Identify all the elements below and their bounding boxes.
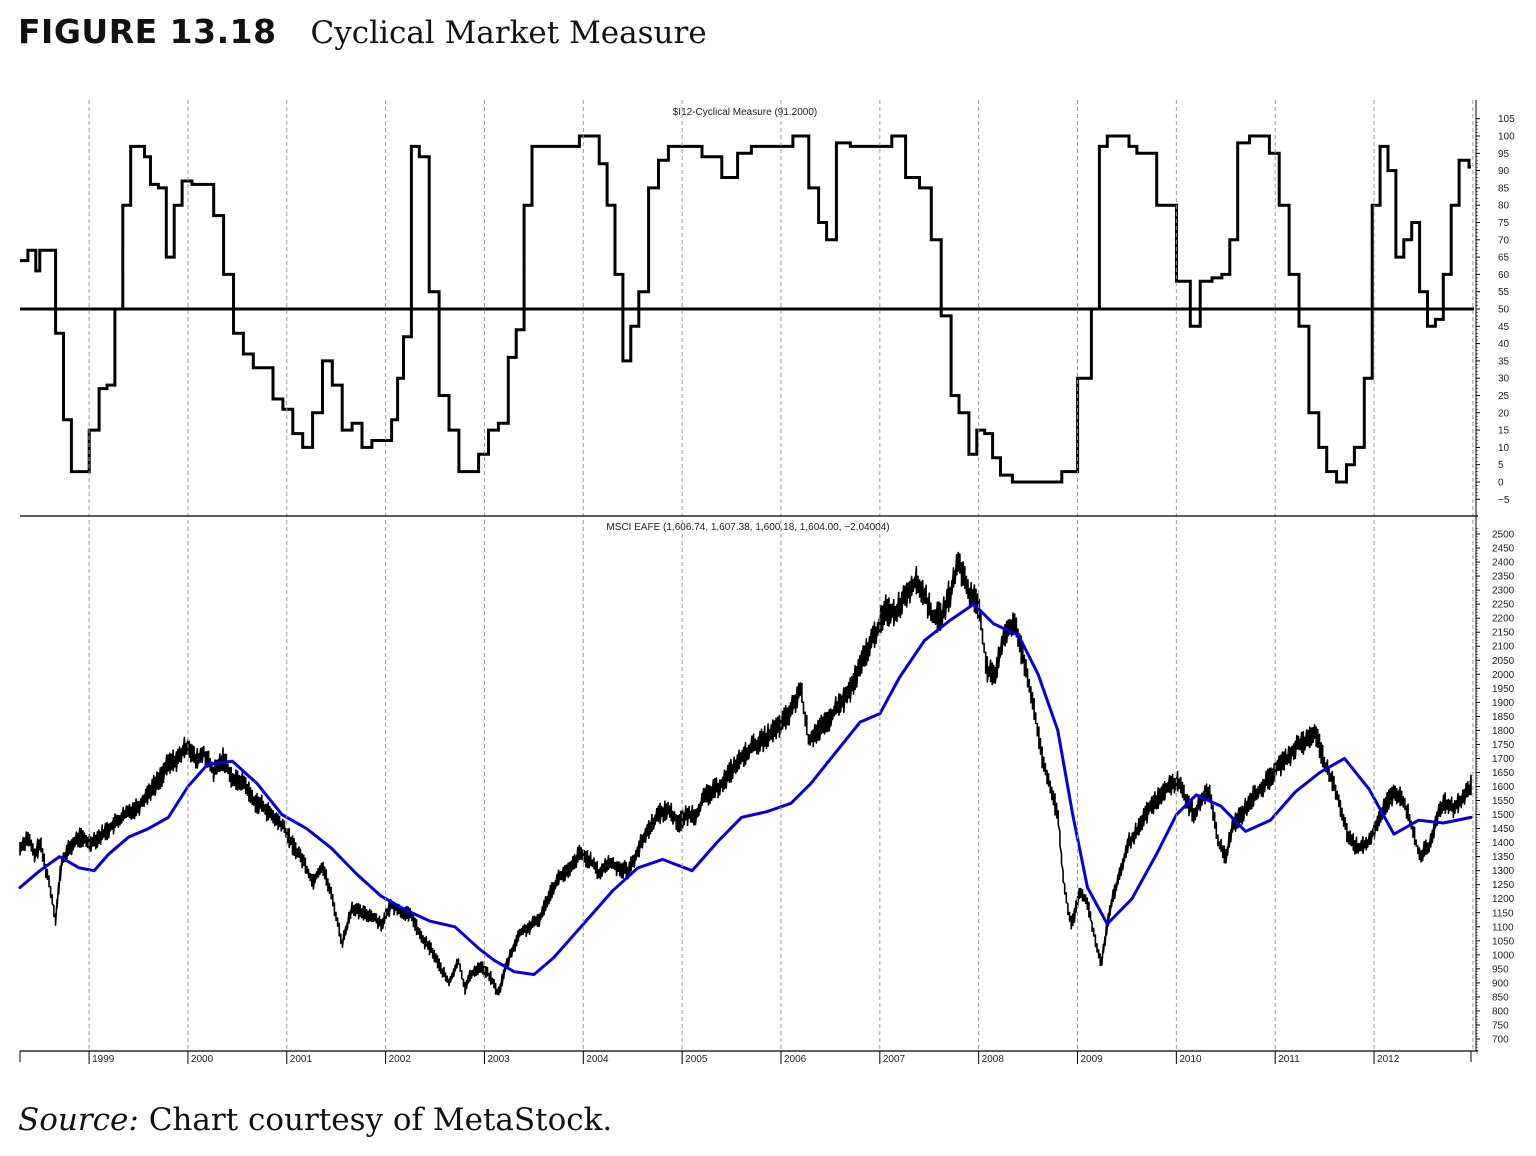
x-axis-tick-label: 2005 (685, 1054, 708, 1065)
cyclical-y-tick-label: 25 (1498, 391, 1510, 402)
cyclical-measure-panel: $I12-Cyclical Measure (91.2000) 10510095… (20, 100, 1515, 516)
x-axis-tick-label: 2010 (1179, 1054, 1202, 1065)
eafe-y-tick-label: 800 (1492, 1006, 1509, 1017)
eafe-y-tick-label: 950 (1492, 964, 1509, 975)
eafe-y-tick-label: 1900 (1492, 698, 1515, 709)
eafe-y-tick-label: 2150 (1492, 628, 1515, 639)
eafe-y-tick-label: 1600 (1492, 782, 1515, 793)
cyclical-y-tick-label: 0 (1498, 478, 1504, 489)
cyclical-y-tick-label: 75 (1498, 218, 1510, 229)
eafe-y-tick-label: 1400 (1492, 838, 1515, 849)
eafe-y-tick-label: 1050 (1492, 936, 1515, 947)
cyclical-y-tick-label: 95 (1498, 149, 1510, 160)
x-axis-tick-label: 2000 (191, 1054, 214, 1065)
cyclical-y-tick-label: 50 (1498, 305, 1510, 316)
cyclical-y-tick-label: 90 (1498, 166, 1510, 177)
x-axis-tick-label: 2006 (784, 1054, 807, 1065)
eafe-y-tick-label: 2200 (1492, 614, 1515, 625)
eafe-y-tick-label: 700 (1492, 1035, 1509, 1046)
eafe-y-tick-label: 1250 (1492, 880, 1515, 891)
x-axis-tick-label: 2011 (1278, 1054, 1300, 1065)
msci-eafe-panel: MSCI EAFE (1,606.74, 1,607.38, 1,600.18,… (18, 516, 1515, 1054)
figure-header: FIGURE 13.18 Cyclical Market Measure (18, 12, 707, 56)
eafe-y-tick-label: 1750 (1492, 740, 1515, 751)
eafe-y-tick-label: 1000 (1492, 950, 1515, 961)
x-axis-tick-label: 2012 (1377, 1054, 1400, 1065)
x-axis-tick-label: 2009 (1081, 1054, 1104, 1065)
cyclical-y-tick-label: 35 (1498, 356, 1510, 367)
eafe-y-tick-label: 750 (1492, 1020, 1509, 1031)
eafe-y-tick-label: 2300 (1492, 586, 1515, 597)
x-axis-tick-label: 2007 (883, 1054, 906, 1065)
eafe-y-tick-label: 1550 (1492, 796, 1515, 807)
eafe-y-tick-label: 1200 (1492, 894, 1515, 905)
x-axis-tick-label: 1999 (92, 1054, 115, 1065)
msci-eafe-price-line (19, 551, 1472, 996)
x-axis-tick-label: 2003 (487, 1054, 510, 1065)
x-axis-tick-label: 2002 (389, 1054, 412, 1065)
eafe-y-tick-label: 1150 (1492, 908, 1514, 919)
eafe-y-tick-label: 2350 (1492, 572, 1515, 583)
eafe-y-tick-label: 2250 (1492, 600, 1515, 611)
cyclical-y-tick-label: 20 (1498, 408, 1510, 419)
eafe-y-tick-label: 2500 (1492, 530, 1515, 541)
cyclical-y-tick-label: 40 (1498, 339, 1510, 350)
eafe-y-tick-label: 2100 (1492, 642, 1515, 653)
eafe-y-tick-label: 1450 (1492, 824, 1515, 835)
cyclical-y-tick-label: 60 (1498, 270, 1510, 281)
cyclical-y-tick-label: 55 (1498, 287, 1510, 298)
cyclical-measure-title: $I12-Cyclical Measure (91.2000) (673, 107, 818, 118)
x-axis-tick-label: 2001 (290, 1054, 313, 1065)
x-axis-tick-label: 2004 (586, 1054, 609, 1065)
cyclical-y-tick-label: 30 (1498, 374, 1510, 385)
figure-title: Cyclical Market Measure (310, 15, 707, 51)
eafe-y-tick-label: 1650 (1492, 768, 1515, 779)
eafe-y-tick-label: 2000 (1492, 670, 1515, 681)
cyclical-y-tick-label: 5 (1498, 460, 1504, 471)
eafe-y-tick-label: 1100 (1492, 922, 1514, 933)
eafe-y-tick-label: 1500 (1492, 810, 1515, 821)
cyclical-y-tick-label: 100 (1498, 132, 1515, 143)
eafe-y-tick-label: 1850 (1492, 712, 1515, 723)
cyclical-y-tick-label: 10 (1498, 443, 1510, 454)
cyclical-y-tick-label: 65 (1498, 253, 1510, 264)
cyclical-measure-line (20, 134, 1471, 484)
figure-label: FIGURE 13.18 (18, 12, 277, 51)
eafe-y-tick-label: 850 (1492, 992, 1509, 1003)
chart-area: $I12-Cyclical Measure (91.2000) 10510095… (18, 100, 1515, 1065)
eafe-y-tick-label: 2400 (1492, 558, 1515, 569)
moving-average-line (18, 602, 1473, 976)
eafe-y-tick-label: 1800 (1492, 726, 1515, 737)
cyclical-y-tick-label: −5 (1498, 495, 1510, 506)
source-text: Chart courtesy of MetaStock. (148, 1102, 613, 1138)
eafe-y-tick-label: 1950 (1492, 684, 1515, 695)
eafe-y-tick-label: 900 (1492, 978, 1509, 989)
cyclical-y-tick-label: 45 (1498, 322, 1510, 333)
eafe-y-tick-label: 2050 (1492, 656, 1515, 667)
x-axis-tick-label: 2008 (982, 1054, 1005, 1065)
eafe-y-tick-label: 1700 (1492, 754, 1515, 765)
cyclical-y-tick-label: 85 (1498, 183, 1510, 194)
cyclical-y-tick-label: 80 (1498, 201, 1510, 212)
cyclical-y-tick-label: 70 (1498, 235, 1510, 246)
eafe-y-tick-label: 1350 (1492, 852, 1515, 863)
source-prefix: Source: (18, 1102, 139, 1138)
cyclical-y-tick-label: 15 (1498, 426, 1510, 437)
source-note: Source: Chart courtesy of MetaStock. (18, 1102, 612, 1138)
eafe-y-tick-label: 2450 (1492, 544, 1515, 555)
msci-eafe-title: MSCI EAFE (1,606.74, 1,607.38, 1,600.18,… (606, 522, 889, 533)
cyclical-y-tick-label: 105 (1498, 114, 1515, 125)
eafe-y-tick-label: 1300 (1492, 866, 1515, 877)
